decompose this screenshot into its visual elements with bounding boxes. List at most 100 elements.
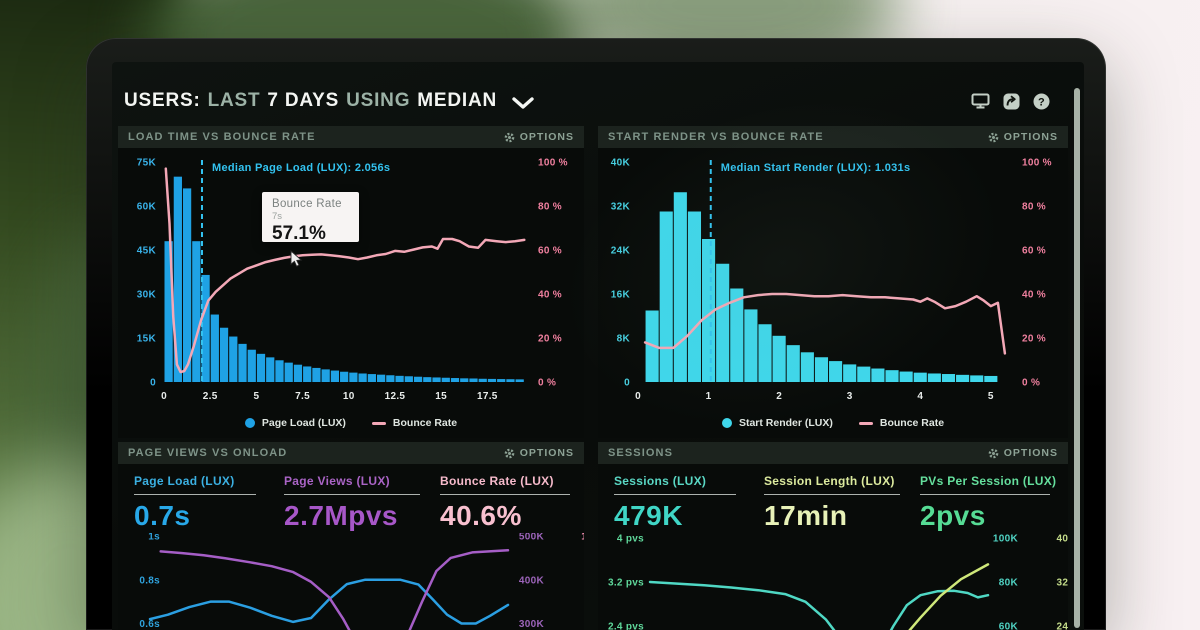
bar[interactable] xyxy=(885,370,899,382)
metric-label: Session Length (LUX) xyxy=(764,474,895,488)
bar[interactable] xyxy=(238,343,247,382)
legend-dot xyxy=(721,418,732,428)
bar[interactable] xyxy=(321,369,330,382)
bar[interactable] xyxy=(716,263,730,382)
axis-tick-label: 5 xyxy=(988,391,994,402)
scrollbar[interactable] xyxy=(1074,88,1080,628)
bar[interactable] xyxy=(730,288,744,383)
bar[interactable] xyxy=(210,314,219,382)
metric-value: 0.7s xyxy=(134,500,191,531)
bar[interactable] xyxy=(829,361,843,382)
options-button[interactable]: OPTIONS xyxy=(988,447,1058,459)
series-line[interactable] xyxy=(880,563,990,630)
share-icon[interactable] xyxy=(1003,93,1020,110)
bar[interactable] xyxy=(182,188,192,382)
median-label: Median Page Load (LUX): 2.056s xyxy=(212,162,390,174)
bar[interactable] xyxy=(376,374,386,382)
bar[interactable] xyxy=(423,377,432,382)
bar[interactable] xyxy=(395,375,404,382)
bar[interactable] xyxy=(229,336,238,382)
bar[interactable] xyxy=(312,367,321,382)
bar[interactable] xyxy=(857,366,871,382)
bar[interactable] xyxy=(970,375,984,382)
bar[interactable] xyxy=(899,371,913,382)
bar[interactable] xyxy=(956,374,970,382)
page-views-mini-chart[interactable]: 1s0.8s0.6s500K100%400K80%300K60% xyxy=(118,533,584,630)
options-button[interactable]: OPTIONS xyxy=(504,131,574,143)
axis-tick-label: 40 % xyxy=(538,290,562,301)
bar[interactable] xyxy=(340,371,349,382)
bar[interactable] xyxy=(927,373,941,382)
bar[interactable] xyxy=(330,370,340,382)
bar[interactable] xyxy=(460,378,469,382)
histogram-bars[interactable] xyxy=(645,192,998,383)
axis-tick-label: 12.5 xyxy=(385,391,406,402)
bar[interactable] xyxy=(702,239,716,382)
title-7days: 7 DAYS xyxy=(267,90,340,111)
histogram-bars[interactable] xyxy=(164,176,524,382)
bar[interactable] xyxy=(349,372,358,382)
bar[interactable] xyxy=(432,377,441,382)
display-icon[interactable] xyxy=(971,93,990,109)
series-line[interactable] xyxy=(148,578,510,625)
bar[interactable] xyxy=(673,192,687,382)
bar[interactable] xyxy=(871,368,885,382)
bar[interactable] xyxy=(256,353,266,382)
options-label: OPTIONS xyxy=(519,447,574,459)
axis-tick-label: 0 xyxy=(161,391,167,402)
start-render-chart[interactable]: 40K 32K 24K 16K 8K 0 100 % 80 % 60 % 40 % 20 % 0 % 0… xyxy=(598,148,1068,410)
series-line[interactable] xyxy=(648,580,990,630)
bar[interactable] xyxy=(800,352,814,382)
bar[interactable] xyxy=(275,360,284,382)
bar[interactable] xyxy=(367,374,376,382)
bar[interactable] xyxy=(413,376,423,382)
bar[interactable] xyxy=(487,378,497,382)
load-time-chart[interactable]: 75K 60K 45K 30K 15K 0 100 % 80 % 60 % 40 % 20 % 0 %… xyxy=(118,148,584,410)
bar[interactable] xyxy=(515,379,524,382)
options-button[interactable]: OPTIONS xyxy=(504,447,574,459)
bar[interactable] xyxy=(386,375,395,382)
sessions-mini-chart[interactable]: 4 pvs 3.2 pvs 2.4 pvs 100K 40 min 80K 32 min 60… xyxy=(598,533,1068,630)
bar[interactable] xyxy=(173,176,182,382)
bar[interactable] xyxy=(164,241,173,382)
title-last: LAST xyxy=(207,90,261,111)
panel-start-render: START RENDER VS BOUNCE RATE OPTIONS 40K 3… xyxy=(598,126,1068,438)
legend: Start Render (LUX) Bounce Rate xyxy=(598,417,1068,429)
series-line[interactable] xyxy=(159,549,510,630)
bar[interactable] xyxy=(266,357,275,382)
bar[interactable] xyxy=(941,374,956,382)
bar[interactable] xyxy=(984,375,998,382)
bar[interactable] xyxy=(358,373,367,382)
bar[interactable] xyxy=(441,377,450,382)
bar[interactable] xyxy=(913,372,927,382)
bar[interactable] xyxy=(201,274,210,382)
options-button[interactable]: OPTIONS xyxy=(988,131,1058,143)
bar[interactable] xyxy=(293,364,303,382)
bar[interactable] xyxy=(284,362,293,382)
bar[interactable] xyxy=(192,241,201,382)
bar[interactable] xyxy=(687,211,702,383)
bar[interactable] xyxy=(478,378,487,382)
series-line[interactable] xyxy=(643,292,1007,355)
bar[interactable] xyxy=(506,379,515,382)
bar[interactable] xyxy=(497,379,506,382)
bar[interactable] xyxy=(469,378,478,382)
bar[interactable] xyxy=(404,376,413,382)
bar[interactable] xyxy=(744,309,758,382)
bar[interactable] xyxy=(659,211,673,383)
chevron-down-icon[interactable] xyxy=(512,96,534,109)
bar[interactable] xyxy=(786,345,800,382)
bar[interactable] xyxy=(219,327,229,382)
title-median: MEDIAN xyxy=(417,90,498,111)
bar[interactable] xyxy=(843,364,857,382)
title-using: USING xyxy=(346,90,411,111)
bar[interactable] xyxy=(758,324,772,382)
bar[interactable] xyxy=(814,357,829,382)
bar[interactable] xyxy=(303,366,312,382)
bar[interactable] xyxy=(772,335,786,382)
help-icon[interactable]: ? xyxy=(1033,93,1050,110)
bar[interactable] xyxy=(247,349,256,382)
bar[interactable] xyxy=(450,378,460,382)
page-title[interactable]: USERS: LAST 7 DAYS USING MEDIAN xyxy=(124,90,534,112)
series-line[interactable] xyxy=(164,167,526,374)
